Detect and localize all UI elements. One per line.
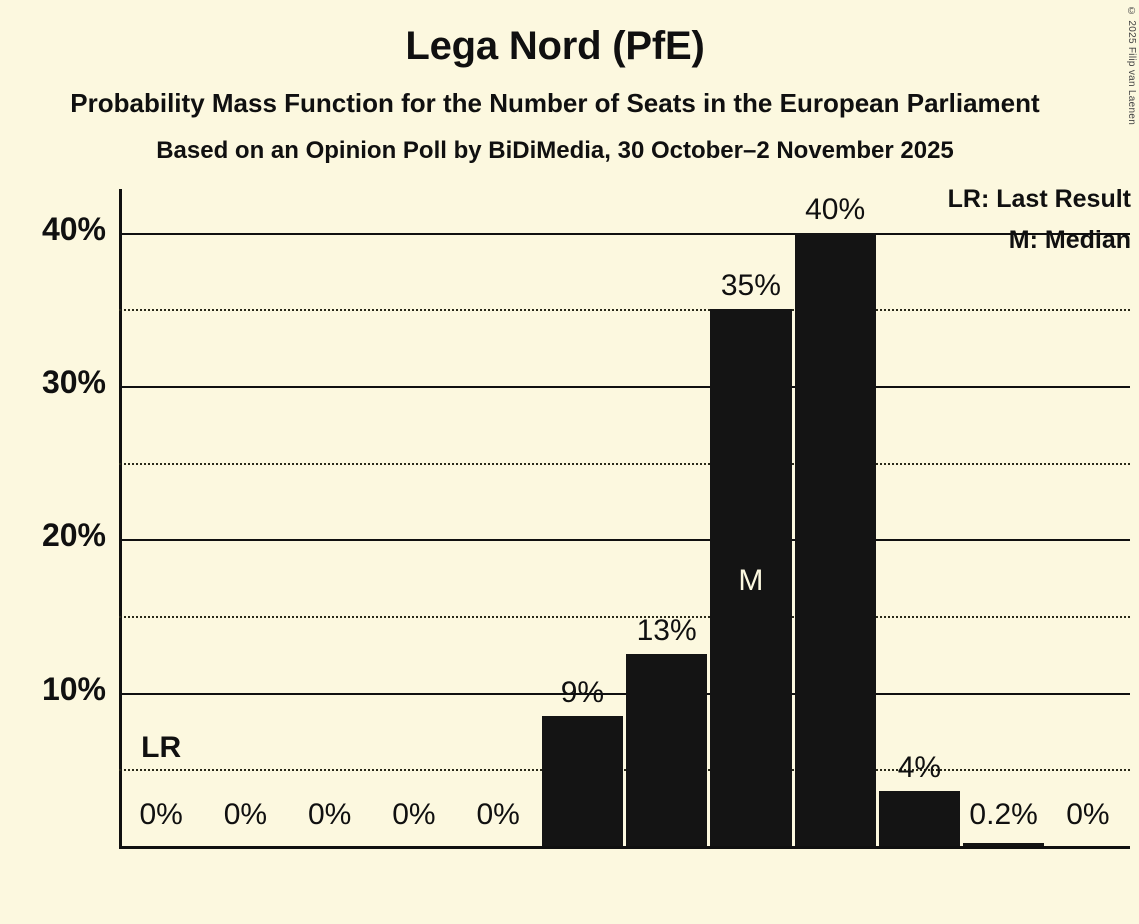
gridline-major bbox=[119, 692, 1130, 695]
median-marker: M bbox=[738, 564, 764, 597]
bar-value-label: 0% bbox=[392, 798, 436, 831]
chart-source-note: Based on an Opinion Poll by BiDiMedia, 3… bbox=[156, 137, 954, 164]
y-axis-tick-label: 30% bbox=[41, 364, 106, 401]
gridline-minor bbox=[119, 462, 1130, 465]
last-result-marker: LR bbox=[141, 731, 182, 765]
bar-value-label: 0% bbox=[223, 798, 268, 831]
page-title: Lega Nord (PfE) bbox=[405, 24, 705, 68]
y-axis-line bbox=[119, 189, 122, 849]
bar-value-label: 4% bbox=[897, 750, 942, 784]
bar-value-label: 13% bbox=[636, 614, 697, 648]
legend-median: M: Median bbox=[1008, 226, 1131, 254]
y-axis-tick-label: 40% bbox=[41, 210, 106, 247]
bar-value-label: 35% bbox=[720, 269, 781, 303]
legend-last-result: LR: Last Result bbox=[947, 185, 1131, 213]
copyright-notice: © 2025 Filip van Laenen bbox=[1126, 6, 1137, 126]
bar bbox=[710, 309, 792, 846]
bar bbox=[794, 232, 876, 846]
chart-subtitle: Probability Mass Function for the Number… bbox=[70, 88, 1040, 118]
bar bbox=[963, 842, 1045, 846]
bar-value-label: 40% bbox=[805, 192, 866, 226]
bar bbox=[541, 715, 623, 846]
plot-area: 10% 20% 30% 40% 0% 0% 0% 0% 0% 9% 13% 35% 40% 4% 0.2%… bbox=[42, 189, 1130, 849]
bar-value-label: 0% bbox=[307, 798, 352, 831]
bar-value-label: 0% bbox=[1066, 798, 1110, 831]
y-axis-tick-label: 10% bbox=[41, 670, 106, 707]
x-axis-line bbox=[119, 846, 1130, 849]
gridline-major bbox=[119, 232, 1130, 235]
gridline-major bbox=[119, 386, 1130, 389]
bar-value-label: 0.2% bbox=[969, 798, 1038, 831]
gridline-major bbox=[119, 539, 1130, 542]
gridline-minor bbox=[119, 616, 1130, 619]
bar bbox=[878, 790, 960, 846]
bar-value-label: 0% bbox=[476, 798, 520, 831]
gridline-minor bbox=[119, 309, 1130, 312]
bar bbox=[626, 654, 708, 846]
bar-value-label: 9% bbox=[560, 675, 605, 709]
gridline-minor bbox=[119, 769, 1130, 772]
bar-value-label: 0% bbox=[139, 798, 183, 831]
y-axis-tick-label: 20% bbox=[41, 517, 106, 554]
